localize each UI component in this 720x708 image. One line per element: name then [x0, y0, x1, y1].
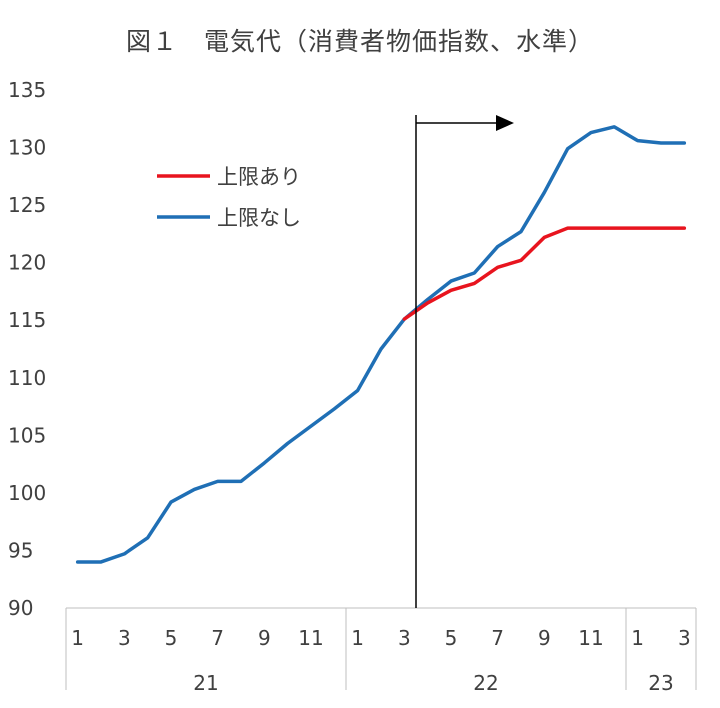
x-tick-label: 7 [491, 626, 504, 650]
series-line [75, 125, 687, 564]
y-tick-label: 120 [8, 251, 46, 275]
y-tick-label: 130 [8, 136, 46, 160]
x-tick-label: 1 [351, 626, 364, 650]
x-tick-label: 11 [578, 626, 603, 650]
x-tick-label: 9 [258, 626, 271, 650]
x-year-label: 22 [473, 671, 498, 695]
series-lines [75, 125, 687, 564]
y-tick-label: 105 [8, 423, 46, 447]
chart-title: 図１ 電気代（消費者物価指数、水準） [125, 27, 594, 56]
y-axis-ticks: 90 95 100 105 110 115 120 125 130 135 [8, 78, 46, 620]
y-tick-label: 90 [8, 596, 33, 620]
x-tick-label: 3 [398, 626, 411, 650]
y-tick-label: 110 [8, 366, 46, 390]
y-tick-label: 125 [8, 193, 46, 217]
legend-label: 上限あり [217, 165, 301, 189]
x-tick-label: 1 [71, 626, 84, 650]
x-tick-label: 5 [165, 626, 178, 650]
x-tick-label: 11 [298, 626, 323, 650]
y-tick-label: 135 [8, 78, 46, 102]
x-year-label: 21 [193, 671, 218, 695]
y-tick-label: 95 [8, 538, 33, 562]
axes [65, 607, 697, 690]
x-axis-ticks: 1 3 5 7 9 11 1 3 5 7 9 11 1 321 22 23 [71, 626, 690, 695]
x-tick-label: 5 [445, 626, 458, 650]
x-tick-label: 3 [118, 626, 131, 650]
annotations [415, 115, 514, 608]
x-tick-label: 9 [538, 626, 551, 650]
x-year-label: 23 [648, 671, 673, 695]
x-tick-label: 3 [678, 626, 691, 650]
series-line [402, 226, 687, 321]
legend-label: 上限なし [217, 206, 301, 230]
y-tick-label: 100 [8, 481, 46, 505]
y-tick-label: 115 [8, 308, 46, 332]
x-tick-label: 1 [631, 626, 644, 650]
arrow-head [496, 115, 514, 131]
x-tick-label: 7 [211, 626, 224, 650]
